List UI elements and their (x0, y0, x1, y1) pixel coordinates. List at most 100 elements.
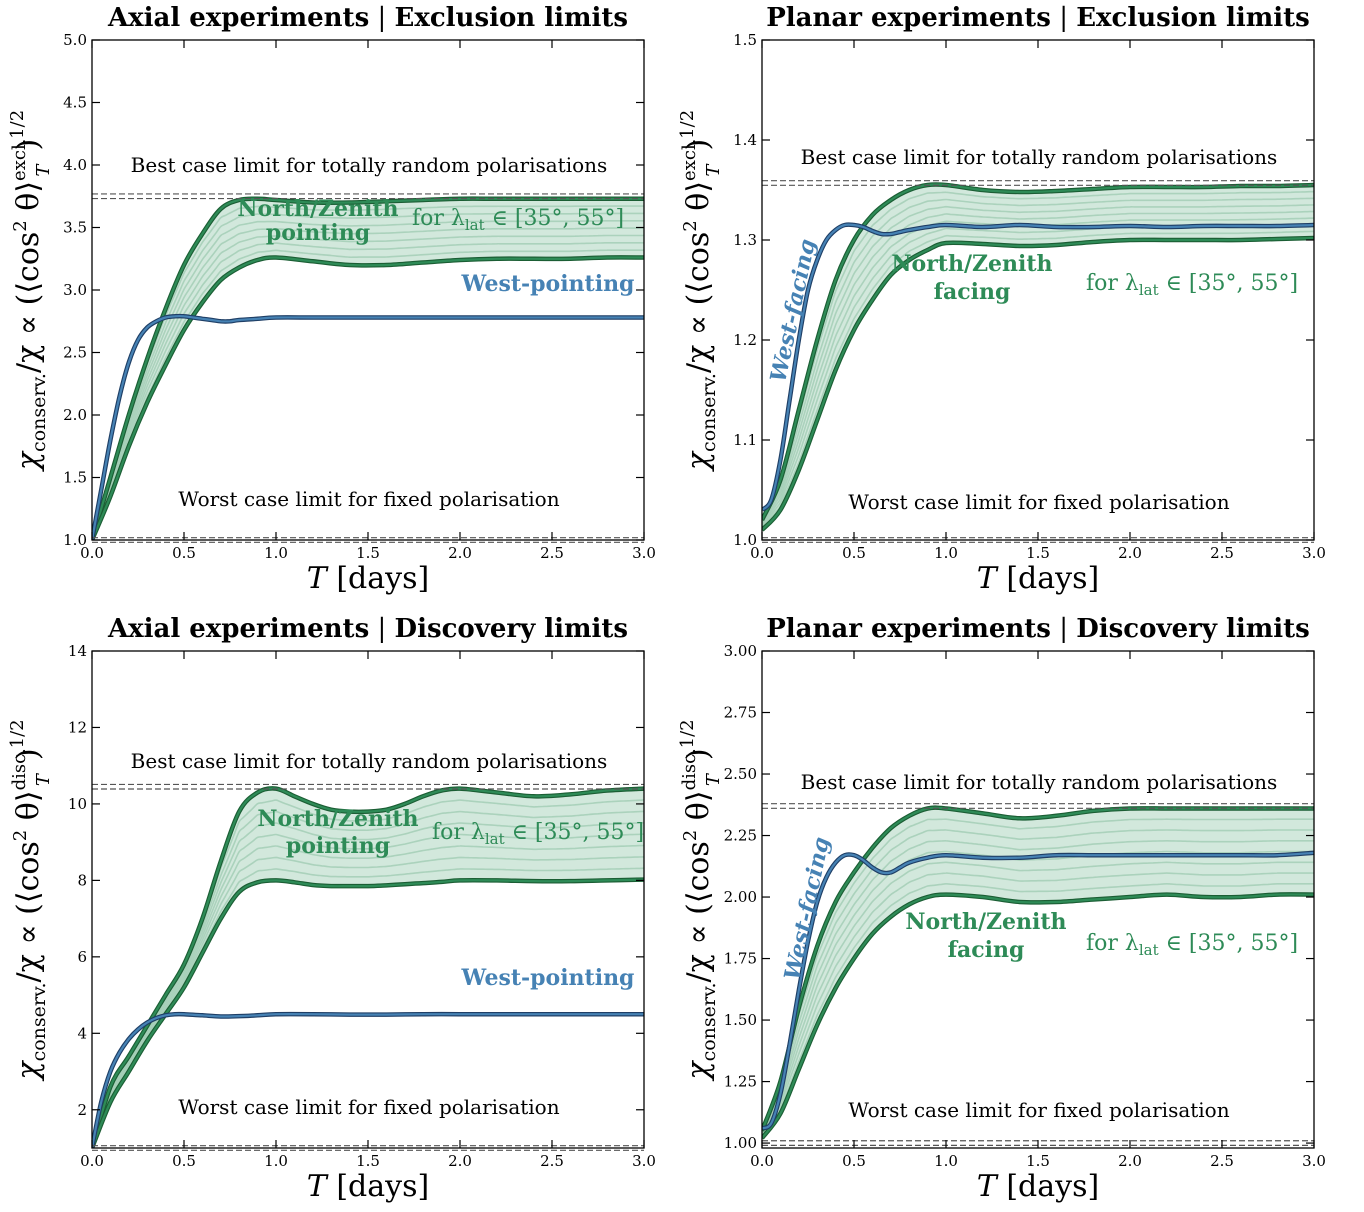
latitude-range-prefix: for λ (432, 820, 485, 845)
y-label-subscript-T: T (703, 772, 724, 786)
panel-title-separator: | (1051, 614, 1076, 644)
y-tick-label: 14 (68, 642, 87, 660)
y-label-body: /χ ∝ (⟨cos (681, 841, 716, 982)
x-tick-label: 2.5 (540, 544, 564, 562)
y-tick-label: 2.25 (724, 827, 757, 845)
y-tick-label: 4.0 (63, 156, 87, 174)
y-axis-label: χconserv./χ ∝ (⟨cos2 θ⟩disc. T)1/2 (7, 719, 54, 1081)
y-tick-label: 4.5 (63, 94, 87, 112)
latitude-range-value: ∈ [35°, 55°] (1159, 271, 1298, 296)
latitude-curve (92, 234, 644, 540)
y-tick-label: 1.50 (724, 1011, 757, 1029)
x-tick-label: 0.0 (750, 1152, 774, 1170)
y-label-power: 1/2 (7, 110, 28, 139)
north-zenith-label-line2: pointing (266, 220, 370, 246)
y-label-close: ) (11, 139, 46, 151)
panel-title-left: Planar experiments (766, 3, 1051, 33)
x-axis-label-variable: T (307, 561, 329, 596)
band-lower-edge (762, 893, 1314, 1139)
x-tick-label: 3.0 (632, 544, 656, 562)
axes-frame (91, 650, 645, 1149)
x-tick-label: 1.5 (356, 544, 380, 562)
panel-title: Planar experiments | Discovery limits (766, 614, 1310, 644)
x-axis-label-unit: [days] (327, 561, 429, 596)
north-zenith-label: North/Zenith (237, 196, 398, 222)
north-zenith-label: North/Zenith (257, 806, 418, 832)
y-label-chi: χ (11, 1060, 46, 1082)
y-tick-label: 2.0 (63, 406, 87, 424)
y-tick-label: 2.00 (724, 888, 757, 906)
panel-title-right: Exclusion limits (1076, 3, 1310, 33)
latitude-curve (92, 220, 644, 540)
latitude-curve (92, 249, 644, 540)
y-label-chi: χ (11, 450, 46, 472)
x-tick-label: 2.0 (1118, 1152, 1142, 1170)
y-tick-label: 1.75 (724, 950, 757, 968)
panel-title-left: Axial experiments (107, 3, 369, 33)
plot-area (762, 182, 1314, 532)
x-tick-label: 2.0 (448, 544, 472, 562)
x-tick-label: 2.0 (1118, 544, 1142, 562)
x-tick-label: 3.0 (632, 1152, 656, 1170)
plot-area (762, 805, 1314, 1140)
panel-title-separator: | (369, 614, 394, 644)
y-tick-label: 2.75 (724, 704, 757, 722)
west-series-line (762, 851, 1314, 1130)
y-tick-label: 2 (77, 1101, 87, 1119)
latitude-subscript: lat (1139, 941, 1159, 959)
latitude-curve (92, 856, 644, 1148)
y-label-subscript: conserv. (28, 983, 50, 1062)
x-tick-label: 2.5 (1210, 1152, 1234, 1170)
west-series-label: West-pointing (461, 271, 635, 297)
y-label-body: /χ ∝ (⟨cos (11, 841, 46, 982)
x-axis-label: T [days] (307, 561, 429, 596)
x-axis-label-variable: T (977, 561, 999, 596)
latitude-band-fill (92, 198, 644, 540)
north-zenith-label: North/Zenith (905, 909, 1066, 935)
x-axis-label: T [days] (977, 561, 1099, 596)
y-tick-label: 3.00 (724, 642, 757, 660)
plot-area (92, 786, 644, 1148)
panel-4: 0.0 0.5 1.0 1.5 2.0 2.5 3.0 1.00 1.25 1.50 1.75 2.0… (677, 614, 1326, 1204)
latitude-subscript: lat (465, 216, 485, 234)
panel-title: Axial experiments | Discovery limits (107, 614, 628, 644)
y-label-exponent: 2 (680, 830, 701, 841)
panel-title-left: Axial experiments (107, 614, 369, 644)
y-label-theta: θ⟩ (11, 790, 46, 829)
panel-title: Planar experiments | Exclusion limits (766, 3, 1310, 33)
latitude-range-value: ∈ [35°, 55°] (505, 820, 644, 845)
x-tick-label: 1.0 (264, 1152, 288, 1170)
panel-title: Axial experiments | Exclusion limits (107, 3, 628, 33)
latitude-curve (762, 190, 1314, 522)
panel-title-separator: | (1051, 3, 1076, 33)
band-lower-edge (92, 878, 644, 1148)
latitude-curve (92, 227, 644, 540)
y-tick-label: 3.0 (63, 281, 87, 299)
x-tick-label: 1.5 (356, 1152, 380, 1170)
x-tick-label: 1.5 (1026, 1152, 1050, 1170)
y-label-close: ) (681, 139, 716, 151)
x-tick-label: 0.0 (80, 1152, 104, 1170)
y-label-power: 1/2 (677, 110, 698, 139)
worst-case-label: Worst case limit for fixed polarisation (848, 490, 1229, 514)
y-axis-label: χconserv./χ ∝ (⟨cos2 θ⟩excl. T)1/2 (677, 110, 724, 472)
x-axis-label-unit: [days] (997, 561, 1099, 596)
latitude-curve (92, 212, 644, 540)
y-tick-label: 1.00 (724, 1134, 757, 1152)
y-label-subscript-T: T (33, 772, 54, 786)
y-tick-label: 6 (77, 948, 87, 966)
y-label-close: ) (11, 748, 46, 760)
x-axis-label: T [days] (977, 1169, 1099, 1204)
y-label-superscript: excl. (679, 139, 700, 181)
panel-3: 0.0 0.5 1.0 1.5 2.0 2.5 3.0 2 4 6 8 10 12 14 Axial exp… (7, 614, 656, 1204)
x-tick-label: 0.5 (172, 1152, 196, 1170)
best-case-label: Best case limit for totally random polar… (801, 770, 1278, 794)
y-tick-label: 1.3 (733, 231, 757, 249)
y-label-superscript: excl. (9, 139, 30, 181)
y-tick-label: 1.5 (733, 31, 757, 49)
latitude-range-value: ∈ [35°, 55°] (1159, 931, 1298, 956)
latitude-curve (762, 230, 1314, 530)
latitude-curve (92, 844, 644, 1148)
latitude-curve (762, 861, 1314, 1136)
